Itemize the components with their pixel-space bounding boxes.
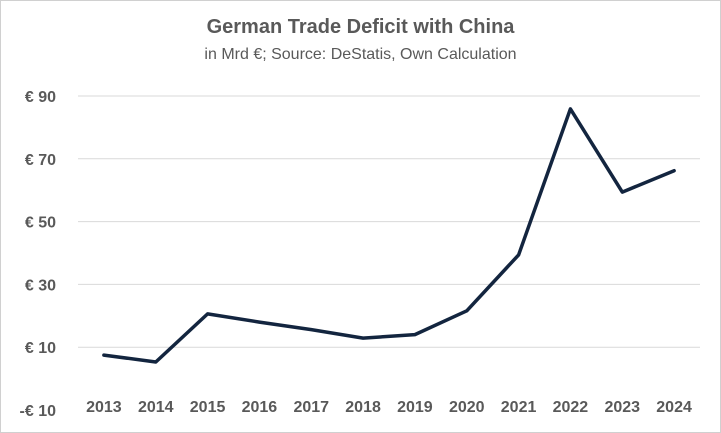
x-tick-label: 2015 <box>190 399 226 416</box>
x-tick-label: 2022 <box>553 399 589 416</box>
y-tick-label: € 10 <box>25 340 56 357</box>
x-tick-label: 2021 <box>501 399 537 416</box>
x-tick-label: 2023 <box>604 399 640 416</box>
x-tick-label: 2013 <box>86 399 122 416</box>
series-line <box>102 107 676 364</box>
y-tick-label: € 70 <box>25 152 56 169</box>
x-axis-ticks: 2013 2014 2015 2016 2017 2018 2019 2020 2021 2022… <box>86 399 692 416</box>
x-tick-label: 2017 <box>293 399 329 416</box>
x-tick-label: 2019 <box>397 399 433 416</box>
chart-title: German Trade Deficit with China <box>206 16 515 38</box>
grid-layer <box>78 95 700 348</box>
x-tick-label: 2018 <box>345 399 381 416</box>
x-tick-label: 2024 <box>656 399 692 416</box>
chart-subtitle: in Mrd €; Source: DeStatis, Own Calculat… <box>204 46 517 63</box>
y-tick-label: € 30 <box>25 277 56 294</box>
x-tick-label: 2020 <box>449 399 485 416</box>
y-tick-label: € 50 <box>25 215 56 232</box>
x-tick-label: 2016 <box>242 399 278 416</box>
y-tick-label: € 90 <box>25 89 56 106</box>
series-layer <box>102 107 676 364</box>
y-axis-ticks: -€ 10 € 10 € 30 € 50 € 70 € 90 <box>20 89 57 420</box>
y-tick-label: -€ 10 <box>20 403 57 420</box>
x-tick-label: 2014 <box>138 399 174 416</box>
